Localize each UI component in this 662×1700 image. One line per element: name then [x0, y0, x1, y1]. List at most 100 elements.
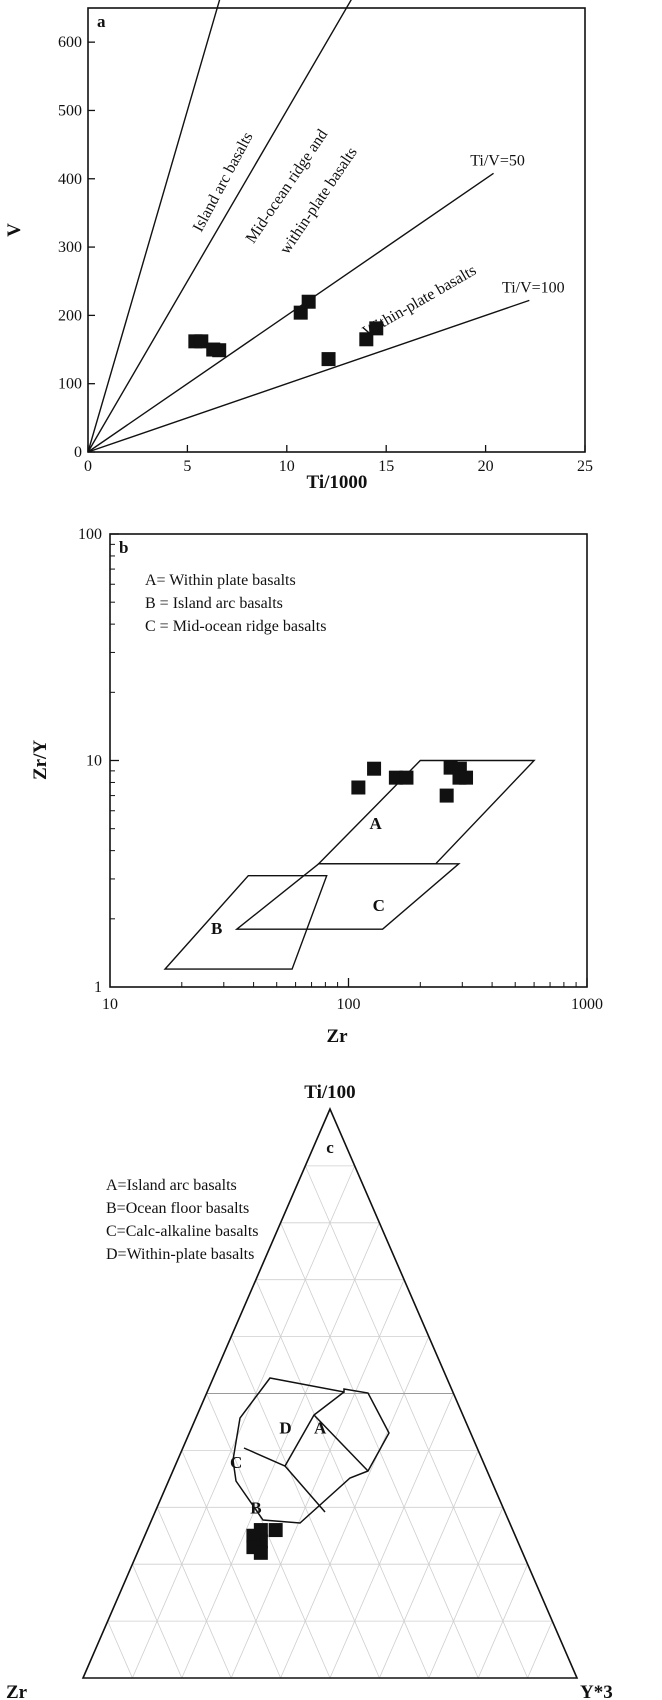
data-point [359, 332, 374, 347]
panel-c-legend-item: C=Calc-alkaline basalts [106, 1223, 259, 1240]
x-tick-label: 100 [337, 996, 361, 1013]
x-tick-label: 1000 [571, 996, 603, 1013]
panel-c-triangle [81, 1106, 579, 1679]
grid-line [107, 1620, 133, 1679]
grid-line [255, 1279, 430, 1679]
grid-line [206, 1393, 331, 1679]
field-label: A [314, 1419, 327, 1438]
panel-c-top-apex-label: Ti/100 [304, 1082, 355, 1103]
field-label: B [211, 919, 222, 938]
x-tick-label: 10 [279, 458, 295, 475]
grid-line [230, 1279, 405, 1679]
field-polygon [234, 863, 461, 930]
data-point [351, 780, 366, 795]
panel-c-legend: A=Island arc basalts B=Ocean floor basal… [106, 1177, 259, 1263]
panel-c-field-outline [232, 1377, 390, 1524]
y-tick-label: 100 [58, 376, 82, 393]
x-tick-label: 10 [102, 996, 118, 1013]
panel-c-points [246, 1523, 283, 1560]
x-tick-label: 15 [378, 458, 394, 475]
ratio-line [87, 299, 530, 453]
grid-line [181, 1450, 281, 1679]
field-label: C [230, 1453, 242, 1472]
panel-c-grid [107, 1165, 553, 1679]
y-tick-label: 0 [74, 444, 82, 461]
grid-line [379, 1450, 479, 1679]
ratio-line-label: Ti/V=50 [470, 152, 525, 169]
data-point [293, 305, 308, 320]
y-tick-label: 500 [58, 102, 82, 119]
panel-c-field-labels: A B C D [230, 1419, 327, 1518]
y-tick-label: 600 [58, 34, 82, 51]
ratio-line-label: Ti/V=100 [502, 279, 565, 296]
panel-b-xlabel: Zr [326, 1026, 348, 1047]
panel-b-ylabel: Zr/Y [30, 740, 51, 780]
field-polygon [317, 759, 536, 865]
data-point [399, 770, 414, 785]
x-tick-label: 0 [84, 458, 92, 475]
panel-c-field-divider-d [243, 1391, 345, 1467]
panel-c-left-apex-label: Zr [6, 1682, 28, 1700]
data-point [321, 352, 336, 367]
y-tick-label: 300 [58, 239, 82, 256]
ratio-line [87, 172, 494, 453]
grid-line [132, 1564, 183, 1679]
panel-c-right-apex-label: Y*3 [580, 1682, 613, 1700]
data-point [268, 1523, 283, 1538]
data-point [388, 770, 403, 785]
panel-b-legend: A= Within plate basalts B = Island arc b… [145, 572, 326, 635]
panel-b-points [351, 760, 474, 803]
y-tick-label: 400 [58, 171, 82, 188]
data-point [212, 343, 227, 358]
grid-line [428, 1507, 504, 1679]
panel-b-legend-item: B = Island arc basalts [145, 595, 283, 612]
panel-a-axes: 0 5 10 15 20 25 0 100 200 300 400 500 600 [58, 34, 593, 475]
data-point [367, 761, 382, 776]
y-tick-label: 100 [78, 526, 102, 543]
y-tick-label: 10 [86, 753, 102, 770]
panel-c-field-divider-b [284, 1414, 369, 1513]
panel-c-top-field-label: c [326, 1138, 334, 1157]
grid-line [132, 1165, 356, 1679]
ratio-line [87, 0, 352, 453]
field-polygon [163, 875, 328, 970]
field-label: A [370, 814, 383, 833]
panel-a-xlabel: Ti/1000 [307, 472, 368, 493]
panel-b-legend-item: C = Mid-ocean ridge basalts [145, 618, 326, 635]
panel-a-frame [87, 7, 586, 453]
field-label: C [373, 896, 385, 915]
grid-line [156, 1507, 232, 1679]
data-point [253, 1545, 268, 1560]
ratio-line [87, 0, 221, 453]
panel-b-label: b [119, 538, 128, 557]
panel-c-ternary: A B C D Ti/100 c Zr Y*3 A=Island arc basalt… [6, 1082, 613, 1700]
field-label: B [250, 1498, 261, 1517]
data-point [459, 770, 474, 785]
panel-b-fields: A B C [163, 759, 536, 970]
x-tick-label: 20 [478, 458, 494, 475]
field-label: within-plate basalts [277, 144, 361, 257]
grid-line [527, 1620, 553, 1679]
panel-c-legend-item: D=Within-plate basalts [106, 1246, 254, 1263]
data-point [246, 1528, 261, 1543]
data-point [301, 294, 316, 309]
panel-c-legend-item: A=Island arc basalts [106, 1177, 237, 1194]
grid-line [329, 1393, 454, 1679]
grid-line [477, 1564, 528, 1679]
x-tick-label: 25 [577, 458, 593, 475]
panel-c-legend-item: B=Ocean floor basalts [106, 1200, 249, 1217]
panel-c-fields [232, 1377, 390, 1524]
panel-a-label: a [97, 12, 106, 31]
data-point [369, 321, 384, 336]
grid-line [304, 1165, 528, 1679]
panel-a-ylabel: V [4, 223, 25, 237]
y-tick-label: 200 [58, 307, 82, 324]
panel-a-points [188, 294, 384, 367]
field-label: D [279, 1419, 291, 1438]
